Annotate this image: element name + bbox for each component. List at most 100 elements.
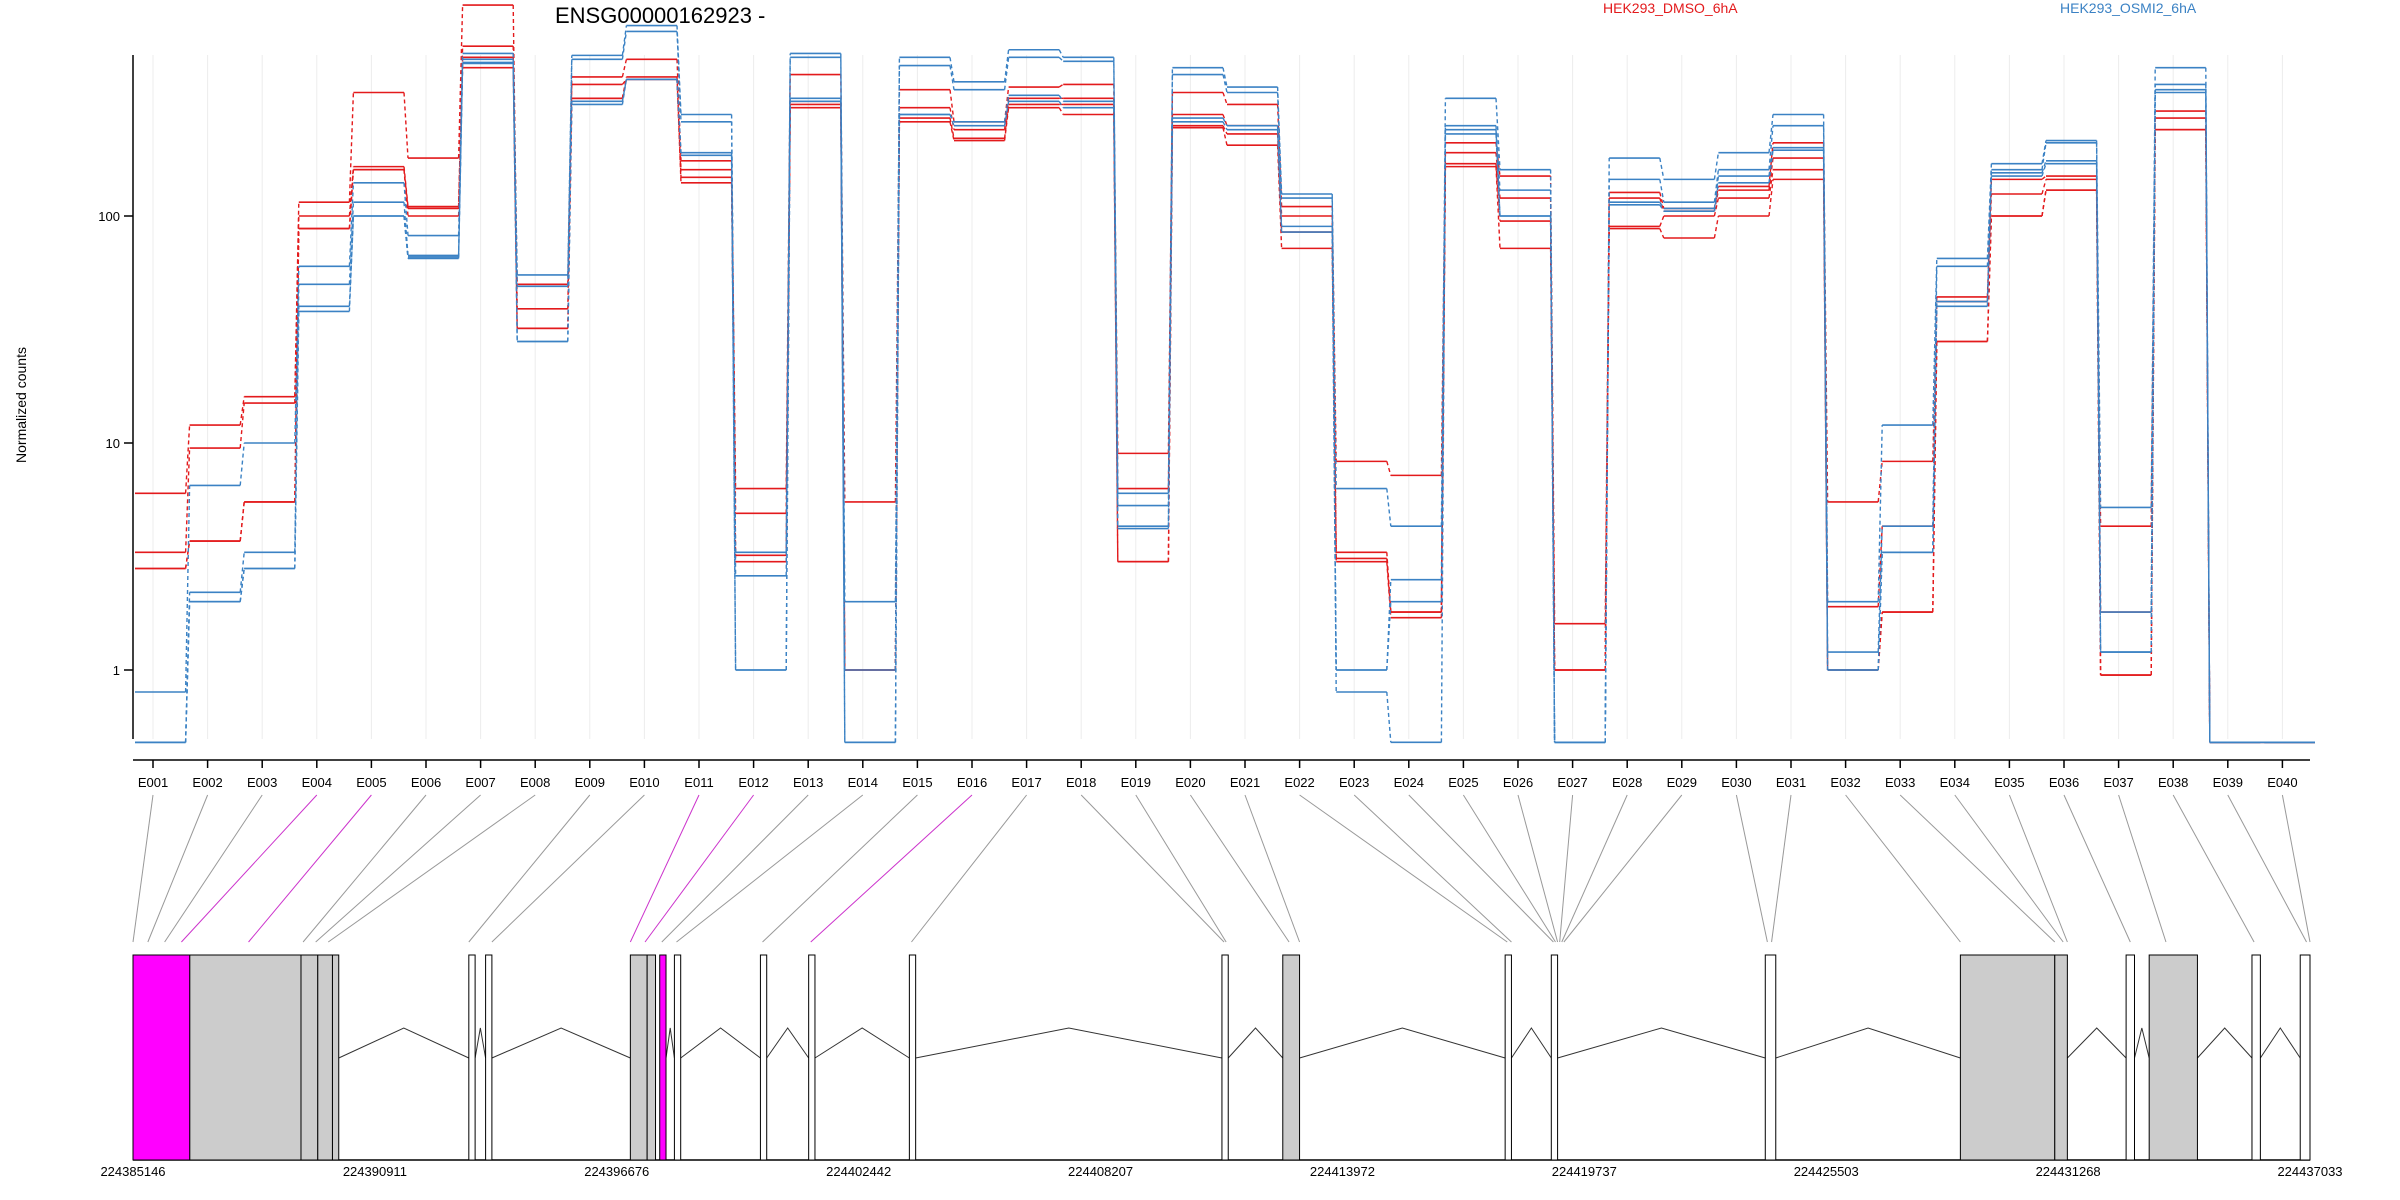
intron xyxy=(915,1027,1223,1059)
series-connector xyxy=(621,59,628,78)
y-tick-label: 1 xyxy=(113,663,120,678)
legend: HEK293_DMSO_6hA HEK293_OSMI2_6hA xyxy=(1603,0,2197,16)
series-connector xyxy=(184,448,191,553)
exon-mapping-link xyxy=(1135,794,1227,943)
exon-mapping-link xyxy=(1353,794,1512,943)
series-connector xyxy=(1003,49,1010,82)
exon-box xyxy=(646,954,657,1161)
series-connector xyxy=(730,152,737,671)
series-connector xyxy=(1003,57,1010,90)
series-connector xyxy=(949,107,955,130)
series-connector xyxy=(239,402,245,449)
series-connector xyxy=(1713,197,1720,217)
series-connector xyxy=(1276,129,1283,233)
series-connector xyxy=(1768,125,1774,170)
series-connector xyxy=(403,215,409,259)
y-tick-label: 10 xyxy=(106,436,120,451)
x-tick-label-e024: E024 xyxy=(1394,775,1424,790)
exon-box xyxy=(673,954,682,1161)
series-connector xyxy=(1659,192,1665,209)
series-connector xyxy=(840,101,846,743)
series-connector xyxy=(2041,163,2047,177)
series-connector xyxy=(1058,49,1064,58)
x-axis-ticks: E001 E002 E003 E004 E005 E006 E007 E008 E009 E010… xyxy=(138,760,2298,790)
series-connector xyxy=(2205,92,2211,743)
series-connector xyxy=(1222,114,1228,126)
x-tick-label-e034: E034 xyxy=(1940,775,1970,790)
x-tick-label-e029: E029 xyxy=(1667,775,1697,790)
exon-box xyxy=(189,954,302,1161)
exon-box xyxy=(759,954,768,1161)
x-tick-label-e038: E038 xyxy=(2158,775,2188,790)
exon-mapping-link xyxy=(1563,794,1683,943)
series-connector xyxy=(184,424,191,494)
x-tick-label-e040: E040 xyxy=(2267,775,2297,790)
x-tick-label-e017: E017 xyxy=(1011,775,1041,790)
exon-box xyxy=(300,954,319,1161)
series-connector xyxy=(1222,121,1228,131)
x-tick-label-e004: E004 xyxy=(302,775,332,790)
exon-box xyxy=(331,954,340,1161)
series-connector xyxy=(2041,140,2047,164)
series-connector xyxy=(2041,190,2047,217)
intron xyxy=(2197,1027,2253,1059)
series-connector xyxy=(949,89,955,122)
intron xyxy=(2259,1027,2301,1059)
exon-mapping-link xyxy=(1462,794,1556,943)
series-connector xyxy=(567,59,573,287)
x-tick-label-e011: E011 xyxy=(684,775,713,790)
series-connector xyxy=(1222,74,1228,93)
series-connector xyxy=(1877,552,1883,671)
series-connector xyxy=(621,79,628,102)
exon-mapping-link xyxy=(132,794,154,943)
series-connector xyxy=(1549,215,1556,743)
genomic-tick-label: 224390911 xyxy=(343,1164,407,1179)
series-connector xyxy=(1113,107,1119,529)
series-connector xyxy=(1386,488,1392,527)
exon-mapping-link xyxy=(911,794,1027,943)
series-connector xyxy=(621,25,628,56)
exon-mapping-link xyxy=(2118,794,2167,943)
exon-mapping-link xyxy=(676,794,864,943)
exon-mapping-link xyxy=(1771,794,1792,943)
exon-mapping-link xyxy=(629,794,700,943)
series-connector xyxy=(1222,127,1228,146)
exon-box xyxy=(1282,954,1301,1161)
x-tick-label-e026: E026 xyxy=(1503,775,1533,790)
x-tick-label-e023: E023 xyxy=(1339,775,1369,790)
intron-connectors xyxy=(338,1027,2301,1059)
series-connector xyxy=(1276,92,1283,199)
exon-mapping-link xyxy=(147,794,209,943)
exon-mapping-link xyxy=(2008,794,2068,943)
x-tick-label-e009: E009 xyxy=(575,775,605,790)
series-connector xyxy=(1495,98,1501,170)
series-connector xyxy=(239,501,245,542)
series-connector xyxy=(403,92,409,159)
exon-box xyxy=(2251,954,2261,1161)
series-connector xyxy=(348,215,355,312)
exon-box xyxy=(485,954,493,1161)
series-connector xyxy=(949,121,955,141)
exon-mapping-link xyxy=(181,794,318,943)
x-tick-label-e033: E033 xyxy=(1885,775,1915,790)
exon-box xyxy=(659,954,667,1161)
intron xyxy=(814,1027,910,1059)
series-connector xyxy=(1222,67,1228,88)
exon-mapping-link xyxy=(762,794,918,943)
series-connector xyxy=(1167,121,1174,529)
series-connector xyxy=(184,601,191,743)
y-axis-title: Normalized counts xyxy=(13,347,29,463)
intron xyxy=(474,1027,487,1059)
genomic-tick-label: 224425503 xyxy=(1794,1164,1859,1179)
series-connector xyxy=(457,5,464,159)
genomic-tick-label: 224408207 xyxy=(1068,1164,1133,1179)
series-connector xyxy=(457,63,464,259)
series-connector xyxy=(403,169,409,217)
exon-boxes xyxy=(132,954,2311,1161)
x-tick-label-e015: E015 xyxy=(902,775,932,790)
y-axis-ticks: 1101001000 xyxy=(98,209,133,678)
intron xyxy=(1299,1027,1506,1059)
plot-area: 1101001000 E001E002E003E004E005E006E007E… xyxy=(98,4,2315,790)
series-connector xyxy=(1003,107,1010,141)
exon-box xyxy=(808,954,816,1161)
